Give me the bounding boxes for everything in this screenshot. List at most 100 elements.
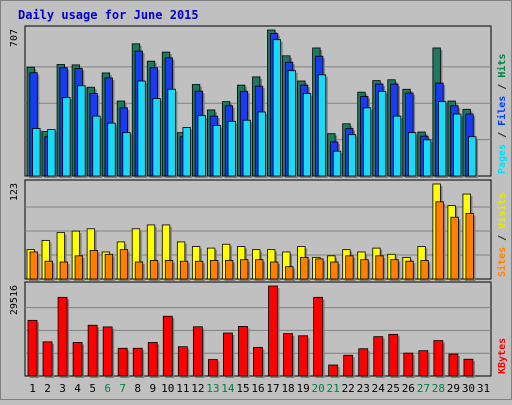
bar-pages-day-17-face: [272, 39, 282, 177]
bar-kbytes-day-10: [162, 315, 175, 378]
bar-sites-day-21: [330, 261, 341, 281]
bar-kbytes-day-13: [207, 359, 220, 378]
y-max-label: 123: [9, 183, 20, 201]
bar-pages-day-5-face: [92, 115, 101, 177]
bar-kbytes-day-18-face: [283, 333, 293, 377]
bar-kbytes-day-25-face: [388, 333, 399, 377]
x-tick-label: 16: [251, 382, 264, 395]
panel-visits-sites: 123 Sites / Visits: [9, 179, 508, 281]
x-tick-label: 24: [372, 382, 386, 395]
bar-pages-day-20-face: [317, 74, 327, 177]
bar-pages-day-21-face: [332, 150, 342, 177]
bar-kbytes-day-15: [238, 326, 250, 378]
x-axis-labels: 1 2 3 4 5 6 7 8 9 10 11 12 13 14 15 16 17 18 19 20 21 22 23 24 2…: [29, 382, 490, 395]
y-series-label-part: /: [497, 126, 508, 144]
bar-kbytes-day-14: [223, 332, 235, 378]
bar-kbytes-day-16: [253, 346, 265, 378]
bar-sites-day-3-face: [59, 261, 68, 280]
bar-kbytes-day-8: [132, 347, 145, 378]
bar-sites-day-1-face: [29, 251, 38, 280]
bar-sites-day-22: [345, 255, 356, 281]
bar-pages-day-7: [122, 132, 133, 178]
bar-kbytes-day-28-face: [433, 340, 444, 377]
x-tick-label: 1: [29, 382, 36, 395]
bar-kbytes-day-30-face: [463, 358, 474, 377]
bar-kbytes-day-11: [177, 346, 190, 378]
bar-pages-day-11: [182, 127, 193, 178]
bar-pages-day-15-face: [242, 119, 251, 177]
bar-kbytes-day-17: [268, 285, 280, 378]
x-tick-label: 15: [236, 382, 249, 395]
y-series-label-part: KBytes: [497, 338, 508, 374]
bar-sites-day-12-face: [194, 260, 204, 280]
bar-sites-day-27: [420, 260, 431, 281]
chart-title: Daily usage for June 2015: [18, 8, 199, 22]
bar-kbytes-day-27: [418, 350, 430, 378]
bar-kbytes-day-5-face: [87, 324, 98, 377]
bar-sites-day-24: [375, 255, 386, 281]
bar-sites-day-25-face: [390, 259, 399, 280]
bar-kbytes-day-28: [433, 340, 445, 378]
bar-kbytes-day-1-face: [27, 319, 38, 377]
bar-pages-day-16: [257, 111, 268, 178]
x-tick-label: 25: [387, 382, 400, 395]
bar-pages-day-9: [152, 98, 163, 178]
bar-kbytes-day-29: [448, 353, 460, 378]
x-tick-label: 10: [161, 382, 174, 395]
bar-pages-day-6-face: [107, 122, 116, 177]
bar-sites-day-30: [465, 212, 476, 281]
bar-kbytes-day-19: [298, 335, 310, 378]
bar-sites-day-23-face: [360, 259, 369, 280]
bar-kbytes-day-7: [117, 347, 130, 378]
bar-sites-day-17: [270, 261, 281, 281]
bar-pages-day-4: [77, 85, 88, 178]
x-tick-label: 20: [312, 382, 325, 395]
bar-pages-day-22-face: [347, 134, 357, 177]
bar-pages-day-12: [197, 115, 208, 178]
bar-sites-day-17-face: [270, 261, 279, 280]
bar-pages-day-29: [453, 113, 464, 178]
x-tick-label: 22: [342, 382, 355, 395]
bar-pages-day-27-face: [423, 139, 432, 177]
y-series-label-part: /: [497, 229, 508, 247]
bar-pages-day-3: [62, 97, 73, 178]
bar-sites-day-4: [74, 255, 85, 281]
bar-kbytes-day-22-face: [343, 354, 354, 377]
bar-kbytes-day-21-face: [328, 364, 339, 377]
x-tick-label: 9: [149, 382, 156, 395]
x-tick-label: 6: [104, 382, 111, 395]
bar-pages-day-12-face: [197, 115, 206, 177]
x-tick-label: 5: [89, 382, 96, 395]
bar-sites-day-9-face: [149, 260, 159, 280]
bar-pages-day-29-face: [453, 113, 462, 177]
bar-pages-day-24: [377, 90, 388, 178]
y-series-label: Sites / Visits: [496, 193, 508, 277]
bar-pages-day-1-face: [32, 128, 41, 177]
y-series-label-part: Pages: [497, 144, 508, 174]
bar-kbytes-day-20: [313, 296, 325, 378]
bar-pages-day-22: [347, 134, 358, 178]
x-tick-label: 14: [221, 382, 235, 395]
bar-pages-day-16-face: [257, 111, 266, 177]
bar-kbytes-day-19-face: [298, 335, 308, 377]
y-series-label-part: Sites: [496, 247, 508, 277]
y-series-label: KBytes: [497, 338, 508, 374]
x-tick-label: 30: [462, 382, 475, 395]
bar-kbytes-day-22: [343, 354, 355, 378]
bar-sites-day-13: [209, 260, 220, 281]
bar-kbytes-day-24-face: [373, 336, 384, 377]
bar-pages-day-5: [92, 115, 103, 178]
bar-pages-day-6: [107, 122, 118, 178]
bar-pages-day-14: [227, 120, 238, 178]
panel-pages-files-hits: 707 Pages / Files / Hits: [9, 25, 508, 179]
bar-sites-day-14-face: [225, 260, 234, 280]
bar-sites-day-23: [360, 259, 371, 281]
bar-kbytes-day-25: [388, 333, 400, 378]
bar-sites-day-21-face: [330, 261, 339, 280]
bar-pages-day-10-face: [167, 88, 176, 177]
bar-sites-day-15-face: [240, 259, 249, 280]
bar-pages-day-8: [137, 80, 148, 178]
bar-sites-day-4-face: [74, 255, 83, 280]
bar-sites-day-16: [255, 259, 265, 281]
